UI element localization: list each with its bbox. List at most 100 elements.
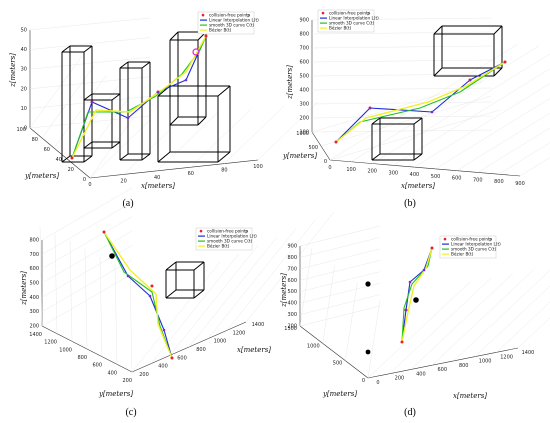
- x-label-2: x[meters]: [237, 346, 271, 354]
- y-tick-2-2: 600: [92, 363, 102, 369]
- grid-x-3-0: [367, 281, 471, 379]
- obstacle-d-1: [365, 281, 371, 287]
- z-tick-2-3: 500: [29, 281, 39, 287]
- grid-z-3-6: [299, 237, 381, 258]
- y-tick-0-3: 60: [44, 147, 50, 153]
- obstacle-b-2-edge-1: [413, 153, 423, 161]
- vertex-0-1: [126, 116, 130, 120]
- obstacle-a-2-edge-1: [111, 141, 121, 149]
- grid-y-0-3: [53, 75, 107, 149]
- obstacle-a-4-edge-1: [197, 116, 207, 126]
- y-tick-2-4: 1000: [59, 347, 72, 353]
- grid-3: [299, 225, 550, 379]
- z-tick-2-4: 600: [29, 266, 39, 272]
- grid-x-3-2: [410, 273, 513, 370]
- series-smooth-0: [71, 35, 207, 159]
- x-tick-2-0: 200: [139, 372, 149, 378]
- obstacle-a-3-edge-7: [119, 61, 129, 69]
- axes-2: 2004006008001000120014002004006008001000…: [20, 187, 335, 398]
- y-tick-3-3: 1500: [284, 326, 297, 332]
- vertex-1-0: [368, 106, 372, 110]
- legend-box-d: [439, 235, 497, 259]
- z-tick-1-8: 900: [299, 18, 309, 24]
- x-axis-1: [329, 159, 521, 177]
- z-tick-0-1: 10: [21, 106, 27, 112]
- legend-entry-b-0: collision-free points: [329, 11, 370, 16]
- vertex-3-1: [408, 280, 412, 284]
- obstacle-a-1-edge-5: [83, 45, 93, 53]
- obstacle-a-2-edge-7: [83, 93, 93, 101]
- caption-b: (b): [404, 198, 416, 209]
- grid-y-2-1: [114, 264, 118, 365]
- legend-marker-b-0: [321, 11, 325, 15]
- x-tick-3-6: 1200: [500, 354, 513, 360]
- legend-marker-a-0: [201, 13, 205, 17]
- x-axis-3: [367, 347, 519, 379]
- z-tick-0-3: 30: [21, 67, 27, 73]
- y-tick-2-3: 800: [77, 355, 87, 361]
- obstacle-c-1: [165, 261, 205, 299]
- x-label-3: x[meters]: [453, 392, 487, 400]
- grid-z-2-2: [41, 245, 133, 298]
- vertex-0-0: [90, 100, 94, 104]
- z-tick-3-5: 700: [287, 266, 297, 272]
- grid-x-3-5: [475, 285, 550, 357]
- waypoint-2-1: [170, 356, 174, 360]
- caption-c: (c): [125, 407, 136, 418]
- vertex-3-0: [404, 308, 408, 312]
- z-tick-1-2: 300: [299, 102, 309, 108]
- x-tick-3-2: 400: [416, 371, 426, 377]
- legend-entry-c-0: collision-free points: [207, 229, 248, 234]
- obstacle-b-1: [433, 25, 503, 77]
- obstacle-a-3: [119, 61, 151, 161]
- x-axis-0: [89, 159, 259, 179]
- y-axis-0: [29, 127, 91, 179]
- x-tick-1-8: 800: [494, 179, 504, 185]
- waypoint-3-1: [430, 246, 434, 250]
- legend-entry-b-1: Linear Interpolation L(t): [329, 16, 379, 21]
- grid-z-1-2: [311, 101, 493, 105]
- legend-entry-a-1: Linear Interpolation L(t): [209, 18, 259, 23]
- legend-extra-d: p: [489, 237, 492, 242]
- z-tick-2-0: 200: [29, 324, 39, 330]
- y-tick-3-2: 1000: [307, 343, 320, 349]
- z-tick-3-2: 400: [287, 301, 297, 307]
- vertex-2-0: [126, 274, 130, 278]
- y-label-2: y[meters]: [98, 390, 133, 398]
- legend-box-b: [317, 9, 375, 33]
- x-tick-1-6: 600: [452, 176, 462, 182]
- z-label-3: z[meters]: [280, 273, 288, 308]
- obstacle-a-4: [169, 31, 207, 126]
- z-tick-1-6: 700: [299, 46, 309, 52]
- paths-3: [400, 246, 434, 344]
- grid-x-1-1: [351, 45, 540, 162]
- obstacle-c-1-edge-7: [165, 261, 177, 271]
- grid-1: [311, 17, 550, 177]
- grid-y-2-0: [129, 271, 133, 373]
- grid-x-2-5: [226, 220, 316, 331]
- obstacle-c-2: [109, 253, 115, 259]
- grid-y-1-1: [320, 95, 492, 147]
- y-tick-0-1: 20: [68, 167, 74, 173]
- x-tick-3-5: 1000: [479, 359, 492, 365]
- grid-z-2-5: [41, 202, 133, 255]
- legend-extra-a: p: [247, 13, 250, 18]
- legend-entry-d-1: Linear Interpolation L(t): [451, 242, 501, 247]
- obstacle-b-1-edge-5: [493, 25, 503, 35]
- grid-x-0-1: [123, 116, 184, 175]
- obstacle-b-2: [371, 117, 423, 161]
- grid-z-0-2: [29, 76, 151, 89]
- z-tick-1-4: 500: [299, 74, 309, 80]
- x-tick-1-7: 700: [473, 177, 483, 183]
- z-tick-1-0: 100: [299, 130, 309, 136]
- obstacle-a-2-edge-3: [83, 141, 93, 149]
- x-tick-3-1: 200: [395, 376, 405, 382]
- obstacle-d-3: [365, 349, 371, 355]
- grid-y-2-4: [69, 241, 73, 342]
- obstacle-a-4-edge-7: [169, 31, 179, 41]
- x-tick-1-4: 400: [410, 172, 420, 178]
- series-bezier-1: [335, 61, 506, 143]
- grid-z-0-3: [29, 57, 151, 70]
- legend-entry-c-2: smooth 3D curve C(t): [207, 239, 252, 244]
